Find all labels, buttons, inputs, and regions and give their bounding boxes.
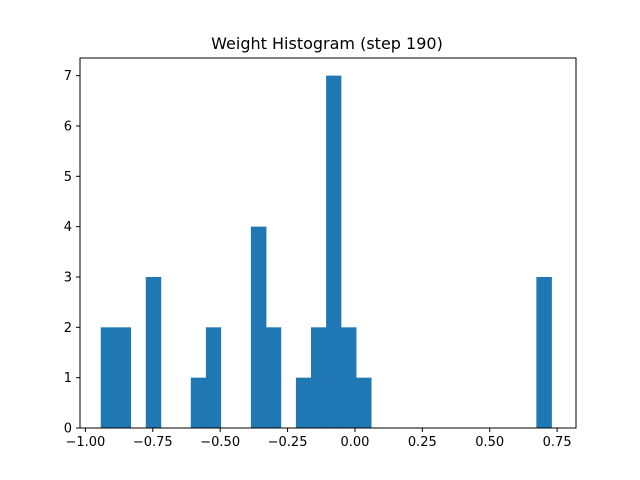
histogram-bar-6 <box>190 377 207 428</box>
histogram-bar-1 <box>115 327 132 428</box>
histogram-bar-16 <box>340 327 357 428</box>
x-tick-label: −0.50 <box>200 435 240 450</box>
y-tick-label: 1 <box>64 371 72 386</box>
bars-group <box>100 75 552 429</box>
histogram-bar-11 <box>266 327 282 428</box>
histogram-bar-3 <box>145 276 162 428</box>
y-tick-label: 3 <box>64 270 72 285</box>
histogram-bar-15 <box>326 75 342 429</box>
y-tick-label: 4 <box>64 220 72 235</box>
x-tick-label: −0.75 <box>133 435 173 450</box>
histogram-bar-13 <box>295 377 312 428</box>
x-tick-label: −1.00 <box>65 435 105 450</box>
x-tick-label: −0.25 <box>268 435 308 450</box>
histogram-bar-17 <box>356 377 372 428</box>
x-tick-label: 0.50 <box>475 435 504 450</box>
y-tick-label: 5 <box>64 170 72 185</box>
x-tick-label: 0.00 <box>340 435 369 450</box>
histogram-bar-7 <box>205 327 222 428</box>
y-tick-label: 2 <box>64 321 72 336</box>
histogram-bar-0 <box>100 327 116 428</box>
y-tick-label: 7 <box>64 69 72 84</box>
y-tick-label: 6 <box>64 119 72 134</box>
x-tick-label: 0.25 <box>408 435 437 450</box>
histogram-bar-10 <box>250 226 267 428</box>
x-axis: −1.00 −0.75 −0.50 −0.25 0.00 0.25 0.50 0.75 <box>65 428 572 450</box>
y-axis: 0 1 2 3 4 5 6 7 <box>64 69 80 437</box>
y-tick-label: 0 <box>64 422 72 437</box>
chart-title: Weight Histogram (step 190) <box>211 34 443 53</box>
plot-frame <box>79 57 577 429</box>
x-tick-label: 0.75 <box>543 435 572 450</box>
histogram-bar-14 <box>311 327 327 428</box>
histogram-bar-29 <box>536 276 552 428</box>
